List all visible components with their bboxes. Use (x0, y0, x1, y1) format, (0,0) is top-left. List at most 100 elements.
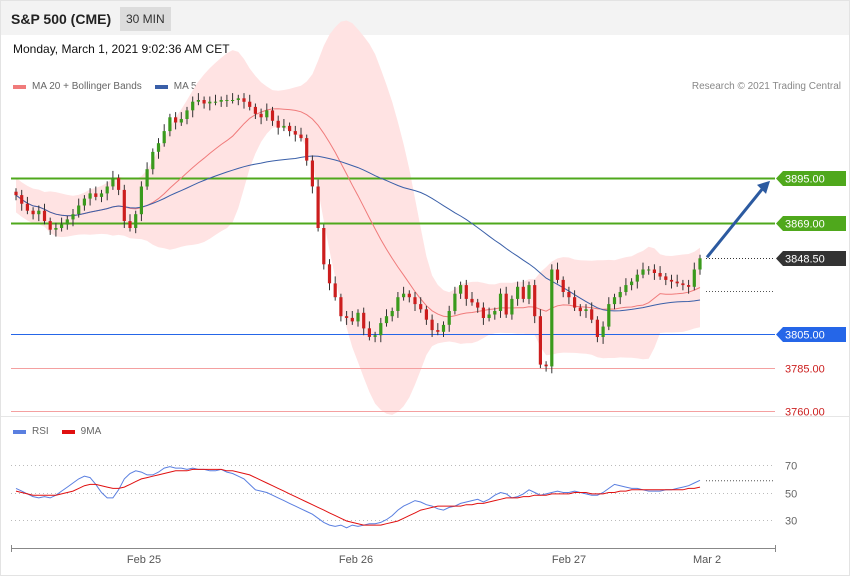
candle (179, 112, 183, 126)
candle-body (179, 119, 183, 123)
candle-body (567, 292, 571, 298)
candle-body (208, 101, 212, 104)
candle (584, 304, 588, 318)
timeframe-badge[interactable]: 30 MIN (120, 7, 171, 31)
candle (316, 179, 320, 232)
candle-body (174, 117, 178, 123)
candle (419, 297, 423, 313)
candle (441, 321, 446, 337)
candle-body (65, 219, 69, 225)
candle (139, 181, 143, 222)
rsi-tick-50: 50 (785, 489, 797, 501)
candle-body (345, 316, 349, 318)
candle-body (213, 101, 218, 103)
candle (390, 307, 394, 322)
candle-body (270, 110, 275, 121)
candle-body (128, 221, 132, 228)
candle (208, 96, 212, 111)
candle (402, 286, 406, 301)
candle-body (510, 298, 514, 315)
candle-body (624, 285, 628, 292)
candle-body (419, 304, 423, 310)
x-tick-feb-27: Feb 27 (552, 554, 586, 566)
candle (31, 207, 35, 220)
candle (544, 361, 548, 372)
target-arrow-shaft (705, 185, 766, 259)
candle (487, 307, 491, 322)
candle-body (77, 205, 81, 215)
candle (453, 286, 457, 315)
candle-body (413, 297, 417, 305)
candle-body (134, 214, 138, 228)
candle-body (516, 286, 520, 299)
ma20-legend-label: MA 20 + Bollinger Bands (32, 81, 142, 92)
candle-body (641, 269, 645, 275)
candle (213, 94, 218, 106)
candle (379, 317, 383, 343)
candle (168, 113, 172, 137)
candle (54, 222, 58, 237)
candle-body (196, 100, 200, 102)
candle-body (578, 307, 582, 312)
candle (481, 302, 485, 325)
candle-body (333, 283, 337, 298)
candle-body (544, 364, 548, 367)
candle (122, 184, 126, 228)
candle-body (14, 191, 18, 196)
candle (698, 254, 702, 275)
candle-body (248, 101, 252, 107)
candle-body (493, 311, 497, 315)
candle (276, 115, 280, 135)
candle (573, 290, 577, 311)
candle (225, 94, 229, 107)
candle-body (607, 304, 611, 327)
candle (618, 286, 622, 305)
level-label-3895.00: 3895.00 (785, 174, 825, 186)
candle (607, 297, 611, 331)
candle (117, 174, 121, 196)
level-label-3848.50: 3848.50 (785, 254, 825, 266)
candle (65, 215, 69, 230)
candle-body (698, 258, 702, 270)
ma50-legend-label: MA 50 (173, 81, 203, 92)
candle-body (430, 319, 434, 331)
candle (77, 198, 81, 218)
candle-body (612, 297, 617, 305)
candle-body (94, 193, 98, 197)
candle-body (630, 281, 634, 286)
candle-body (453, 293, 457, 311)
candle (145, 162, 149, 190)
candle (231, 93, 235, 104)
candle-body (402, 293, 406, 298)
rsi-ma-legend-label: 9MA (80, 426, 102, 437)
candle-body (407, 293, 411, 298)
ma50-line (15, 155, 701, 312)
candle-body (527, 285, 531, 299)
candle (669, 274, 674, 289)
candle-body (339, 297, 343, 317)
level-tag-3869.00 (776, 216, 846, 231)
candle-body (669, 279, 674, 282)
candle-body (54, 228, 58, 230)
candle-body (687, 285, 691, 287)
rsi-panel: 30 50 70 (11, 461, 797, 529)
candle-body (584, 309, 588, 311)
candle (282, 119, 286, 132)
candle-body (111, 177, 115, 187)
candle (242, 93, 246, 109)
candle (71, 209, 75, 227)
candle-body (373, 335, 377, 337)
rsi-legend-label: RSI (32, 426, 49, 437)
candle (196, 93, 200, 106)
candle-body (105, 186, 109, 194)
candle (265, 103, 269, 121)
candle (493, 307, 497, 320)
candle (42, 203, 47, 225)
candle-body (225, 100, 229, 101)
candle-body (71, 214, 75, 220)
candle (345, 311, 349, 325)
candle (590, 302, 594, 324)
candle-body (253, 106, 257, 114)
candle-body (652, 269, 656, 273)
